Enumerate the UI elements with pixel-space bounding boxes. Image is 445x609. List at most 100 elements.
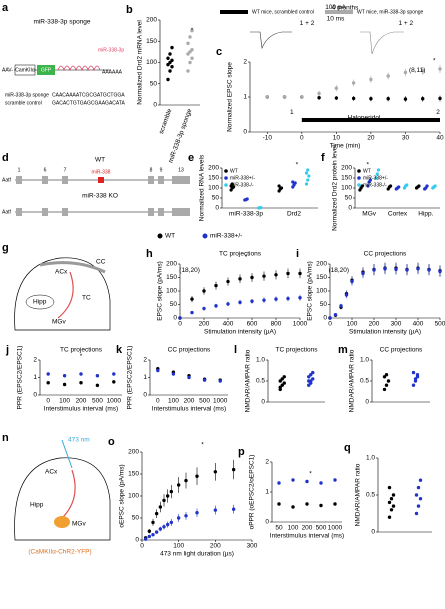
- data-point: [319, 481, 323, 485]
- data-point: [188, 50, 192, 54]
- panel-label: q: [344, 442, 351, 454]
- x-tick-label: 100: [168, 398, 179, 405]
- y-tick-label: 200: [166, 261, 177, 268]
- trace: [250, 31, 292, 50]
- panel-label: b: [126, 4, 133, 16]
- panel-label: m: [338, 344, 348, 356]
- data-point: [413, 377, 418, 381]
- data-point: [361, 271, 365, 276]
- y-tick-label: 0: [365, 399, 369, 406]
- data-point: [171, 372, 176, 376]
- data-point: [176, 516, 181, 520]
- x-tick-label: -10: [263, 135, 273, 142]
- note: (CaMKIIα-ChR2-YFP): [28, 549, 91, 556]
- panel-label: g: [2, 242, 9, 254]
- data-point: [265, 95, 269, 99]
- x-tick-label: 500: [435, 321, 445, 328]
- y-axis-label: NMDAR/AMPAR ratio: [349, 349, 356, 412]
- data-point: [250, 275, 254, 280]
- data-point: [190, 28, 194, 33]
- x-tick-label: 0: [46, 398, 50, 405]
- annotation: *: [309, 471, 312, 478]
- panel-label: c: [216, 46, 222, 58]
- panel-n: n 473 nm ACx Hipp MGv (CaMKIIα-ChR2-YFP): [2, 432, 111, 556]
- data-point: [231, 185, 236, 189]
- data-point: [95, 383, 100, 388]
- data-point: [176, 483, 181, 487]
- data-point: [213, 508, 218, 512]
- x-tick-label: 50: [275, 525, 283, 532]
- data-point: [184, 478, 188, 483]
- y-tick-label: 2: [33, 357, 37, 364]
- annotation: *: [191, 27, 194, 34]
- data-point: [334, 86, 339, 90]
- legend-label: WT: [230, 168, 238, 174]
- y-tick-label: 150: [128, 471, 139, 478]
- panel-d: d WT Aatf 1 6 7 8 9 13 miR-338 miR-338 K…: [2, 152, 190, 216]
- data-point: [286, 271, 290, 276]
- data-point: [411, 370, 416, 375]
- data-point: [238, 300, 242, 305]
- data-point: [168, 52, 172, 56]
- exon: [148, 176, 154, 184]
- x-tick-label: 200: [76, 398, 87, 405]
- data-point: [162, 525, 166, 529]
- y-tick-label: 200: [146, 17, 157, 24]
- data-point: [282, 95, 287, 99]
- x-tick-label: 0: [300, 135, 304, 142]
- panel-label: a: [2, 2, 9, 14]
- annotation: 2: [436, 109, 440, 116]
- data-point: [421, 69, 425, 73]
- annotation: *: [433, 57, 436, 64]
- x-tick-label: MGv: [362, 211, 376, 218]
- exon: [42, 176, 48, 184]
- data-point: [298, 296, 302, 300]
- data-point: [262, 274, 266, 278]
- data-point: [372, 268, 376, 272]
- legend-swatch: [220, 10, 248, 14]
- data-point: [425, 184, 429, 188]
- x-tick-label: 1000: [328, 525, 343, 532]
- legend: WT miR-338+/-: [157, 233, 242, 240]
- y-tick-label: 100: [316, 288, 327, 295]
- panel-label: l: [234, 344, 237, 356]
- region-label: TC: [82, 295, 91, 302]
- data-point: [169, 520, 174, 525]
- data-point: [416, 267, 420, 271]
- region-label: MGv: [72, 521, 86, 528]
- data-point: [418, 497, 423, 501]
- data-point: [46, 381, 50, 385]
- y-tick-label: 0: [33, 392, 37, 399]
- data-point: [190, 297, 194, 301]
- data-point: [231, 467, 236, 472]
- data-point: [184, 514, 188, 518]
- gfp-box: [37, 65, 55, 75]
- data-point: [166, 56, 170, 60]
- x-tick-label: 200: [199, 321, 210, 328]
- data-point: [238, 277, 242, 281]
- data-point: [405, 183, 409, 187]
- data-point: [333, 502, 337, 506]
- x-axis-label: 473 nm light duration (µs): [160, 551, 234, 558]
- x-axis-label: Time (min): [330, 143, 361, 150]
- data-point: [403, 97, 408, 101]
- cc-tract: [39, 261, 106, 274]
- gene-label: Aatf: [2, 177, 12, 183]
- y-tick-label: 50: [132, 515, 140, 522]
- data-point: [369, 77, 373, 82]
- data-point: [391, 504, 396, 508]
- x-tick-label: 20: [367, 135, 375, 142]
- annotation: Haloperidol: [348, 115, 381, 122]
- data-point: [147, 534, 152, 539]
- data-point: [291, 505, 295, 509]
- axes: [267, 360, 325, 403]
- y-tick-label: 150: [341, 175, 352, 182]
- promoter-label: CamKIIα: [15, 67, 35, 73]
- data-point: [186, 52, 190, 56]
- exon: [158, 208, 164, 216]
- brain-outline: [14, 457, 111, 541]
- data-point: [411, 383, 416, 387]
- chart-title: TC projections: [219, 251, 262, 258]
- y-tick-label: 0: [371, 529, 375, 536]
- x-tick-label: 300: [247, 543, 258, 550]
